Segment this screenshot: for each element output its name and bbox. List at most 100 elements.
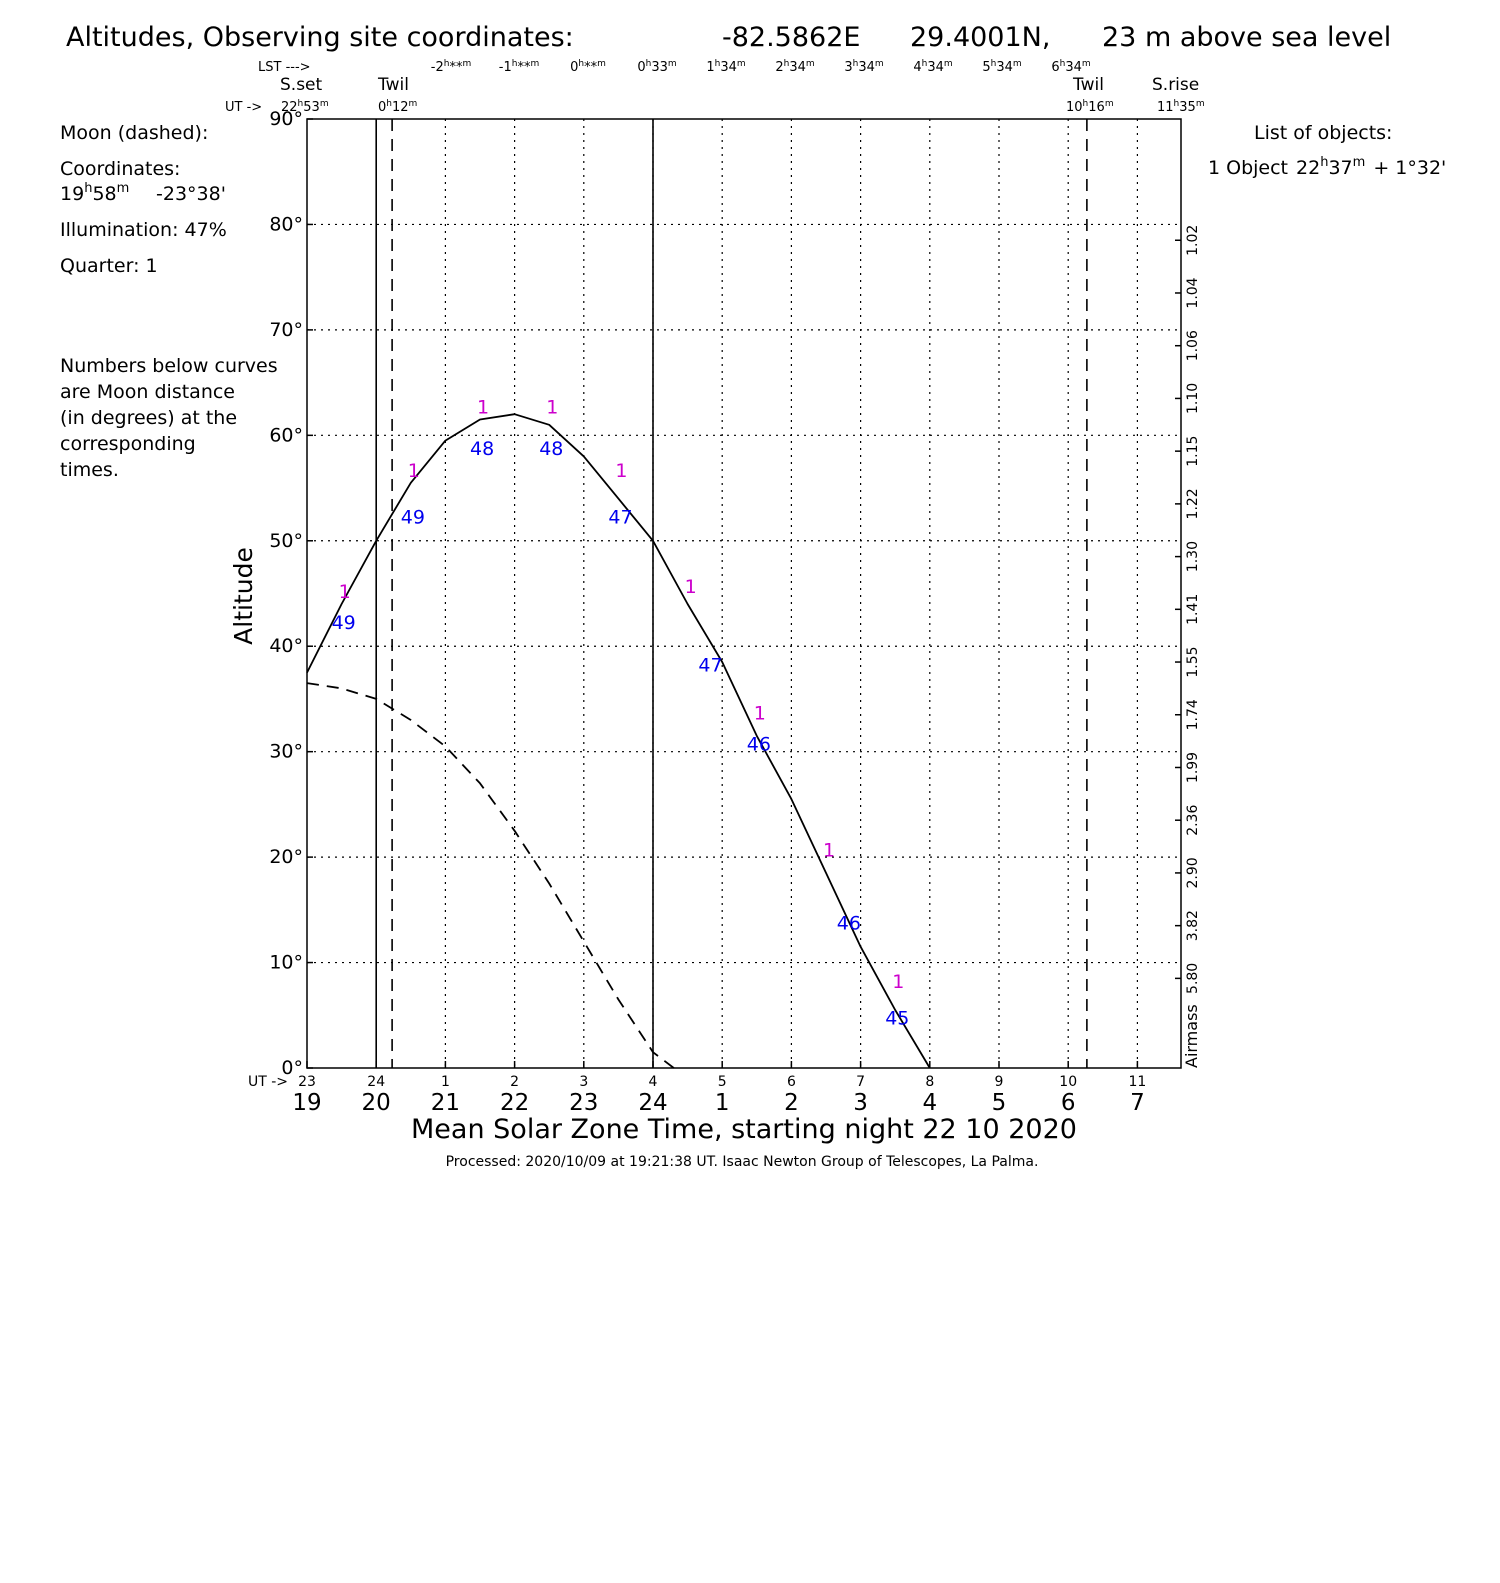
lst-tick-label: 0h**m <box>570 59 606 75</box>
lst-tick-label: 4h34m <box>913 59 952 75</box>
x-tick-label-ut: 8 <box>925 1074 934 1090</box>
lst-tick-label: 3h34m <box>844 59 883 75</box>
airmass-tick-label: 1.30 <box>1185 541 1201 572</box>
airmass-tick-label: 1.02 <box>1185 225 1201 256</box>
x-tick-label-ut: 23 <box>298 1074 316 1090</box>
lst-tick-label: -2h**m <box>431 59 471 75</box>
x-tick-label-ut: 1 <box>441 1074 450 1090</box>
x-tick-label-ut: 4 <box>649 1074 658 1090</box>
moon-distance-label: 48 <box>470 438 494 460</box>
x-tick-label-local: 21 <box>431 1090 460 1116</box>
sunrise-ut: 11h35m <box>1157 99 1205 115</box>
x-tick-label-local: 1 <box>715 1090 730 1116</box>
x-tick-label-ut: 9 <box>995 1074 1004 1090</box>
x-tick-label-ut: 5 <box>718 1074 727 1090</box>
x-tick-label-local: 6 <box>1061 1090 1076 1116</box>
airmass-tick-label: 5.80 <box>1185 963 1201 994</box>
object-id-label: 1 <box>477 397 489 419</box>
airmass-tick-label: 1.55 <box>1185 646 1201 677</box>
airmass-tick-label: 1.10 <box>1185 383 1201 414</box>
x-tick-label-ut: 3 <box>579 1074 588 1090</box>
moon-distance-label: 49 <box>332 612 356 634</box>
airmass-tick-label: 2.36 <box>1185 805 1201 836</box>
y-tick-label: 80° <box>269 213 303 235</box>
curve-labels: 1 1 1 1 1 1 1 1 1 49 49 48 48 47 47 46 46 45 <box>332 397 910 1030</box>
moon-label: Moon (dashed): <box>60 122 208 144</box>
moon-distance-label: 46 <box>747 733 771 755</box>
grid <box>307 119 1181 1068</box>
series-lines <box>306 413 931 1069</box>
x-tick-label-local: 24 <box>638 1090 667 1116</box>
note-line-3: (in degrees) at the <box>60 407 237 429</box>
lst-tick-label: -1h**m <box>499 59 539 75</box>
y-tick-label: 90° <box>269 108 303 130</box>
x-tick-label-ut: 11 <box>1128 1074 1146 1090</box>
site-elevation: 23 m above sea level <box>1102 22 1391 53</box>
sunset-ut: 22h53m <box>281 99 329 115</box>
object-id-label: 1 <box>685 576 697 598</box>
x-tick-label-local: 2 <box>784 1090 799 1116</box>
airmass-tick-label: 1.99 <box>1185 752 1201 783</box>
y-tick-label: 30° <box>269 741 303 763</box>
moon-distance-label: 46 <box>837 913 861 935</box>
coordinates-label: Coordinates: <box>60 158 180 180</box>
object-id-label: 1 <box>615 460 627 482</box>
site-latitude: 29.4001N, <box>910 22 1050 53</box>
sunset-label: S.set <box>280 75 323 95</box>
x-tick-label-local: 20 <box>362 1090 391 1116</box>
x-tick-label-ut: 7 <box>856 1074 865 1090</box>
x-tick-label-local: 3 <box>853 1090 868 1116</box>
y-tick-labels: 0° 10° 20° 30° 40° 50° 60° 70° 80° 90° <box>269 108 313 1079</box>
chart-title: Altitudes, Observing site coordinates: <box>66 22 574 53</box>
y-tick-label: 40° <box>269 635 303 657</box>
lst-tick-label: 2h34m <box>775 59 814 75</box>
y-tick-label: 60° <box>269 424 303 446</box>
moon-distance-label: 47 <box>608 507 632 529</box>
x-tick-label-local: 7 <box>1130 1090 1145 1116</box>
vertical-markers <box>375 119 1088 1068</box>
airmass-tick-label: 1.22 <box>1185 488 1201 519</box>
processed-note: Processed: 2020/10/09 at 19:21:38 UT. Is… <box>446 1154 1039 1170</box>
y-tick-label: 70° <box>269 319 303 341</box>
note-line-5: times. <box>60 459 119 481</box>
object-id-label: 1 <box>339 581 351 603</box>
quarter: Quarter: 1 <box>60 255 158 277</box>
airmass-tick-label: 1.41 <box>1185 594 1201 625</box>
airmass-axis: 1.02 1.04 1.06 1.10 1.15 1.22 1.30 1.41 1.55 1.74… <box>1175 225 1201 994</box>
object-id-label: 1 <box>892 971 904 993</box>
x-tick-label-local: 22 <box>500 1090 529 1116</box>
sunrise-label: S.rise <box>1152 75 1199 95</box>
object-id-label: 1 <box>823 839 835 861</box>
y-axis-label: Altitude <box>229 547 258 645</box>
x-tick-label-ut: 24 <box>367 1074 385 1090</box>
airmass-tick-label: 2.90 <box>1185 857 1201 888</box>
moon-distance-label: 48 <box>539 438 563 460</box>
x-tick-label-ut: 10 <box>1059 1074 1077 1090</box>
moon-distance-label: 47 <box>698 654 722 676</box>
lst-tick-label: 5h34m <box>982 59 1021 75</box>
object-1-altitude-curve <box>306 413 931 1069</box>
twilight-start-ut: 0h12m <box>378 99 417 115</box>
x-tick-label-local: 19 <box>292 1090 321 1116</box>
lst-label: LST ---> <box>258 60 311 75</box>
object-list-item: 1 Object 22h37m + 1°32' <box>1208 155 1446 179</box>
lst-tick-label: 1h34m <box>706 59 745 75</box>
airmass-tick-label: 1.15 <box>1185 436 1201 467</box>
moon-dec: -23°38' <box>156 183 226 205</box>
y-tick-label: 50° <box>269 530 303 552</box>
twilight-end-ut: 10h16m <box>1066 99 1114 115</box>
object-id-label: 1 <box>546 397 558 419</box>
lst-tick-label: 0h33m <box>637 59 676 75</box>
airmass-tick-label: 1.04 <box>1185 277 1201 308</box>
note-line-1: Numbers below curves <box>60 355 278 377</box>
moon-altitude-curve <box>306 682 675 1069</box>
moon-distance-label: 45 <box>885 1008 909 1030</box>
x-tick-label-local: 4 <box>922 1090 937 1116</box>
x-tick-label-local: 5 <box>992 1090 1007 1116</box>
note-line-2: are Moon distance <box>60 381 235 403</box>
illumination: Illumination: 47% <box>60 219 227 241</box>
ut-arrow-top: UT -> <box>225 100 262 115</box>
site-longitude: -82.5862E <box>722 22 860 53</box>
